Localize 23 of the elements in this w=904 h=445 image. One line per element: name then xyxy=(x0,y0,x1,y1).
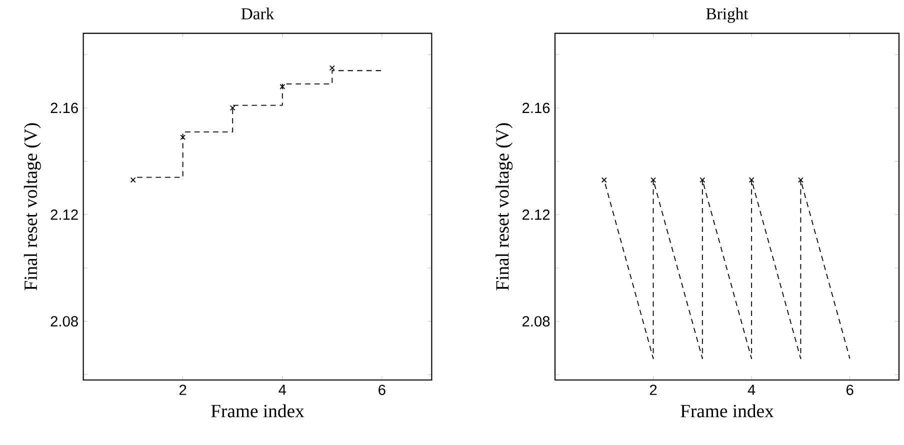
y-tick-label: 2.08 xyxy=(50,316,78,327)
y-tick-label: 2.12 xyxy=(50,210,78,220)
chart-title: Bright xyxy=(706,8,748,23)
point xyxy=(329,65,335,71)
point xyxy=(130,177,136,183)
x-tick-label: 4 xyxy=(278,384,286,395)
chart-title: Dark xyxy=(241,8,274,20)
y-tick-label: 2.16 xyxy=(50,102,78,114)
x-axis-title: Frame index xyxy=(680,404,774,418)
y-axis-title: Final reset voltage (V) xyxy=(496,123,513,290)
point xyxy=(230,105,236,111)
point xyxy=(280,84,286,90)
y-axis-title: Final reset voltage (V) xyxy=(24,123,41,290)
point xyxy=(180,134,186,140)
x-tick-label: 6 xyxy=(846,384,854,396)
y-tick-label: 2.08 xyxy=(522,316,550,327)
x-tick-label: 6 xyxy=(378,384,386,396)
y-tick-label: 2.16 xyxy=(522,102,550,114)
x-axis-title: Frame index xyxy=(211,404,304,418)
x-tick-label: 2 xyxy=(650,384,657,395)
y-tick-label: 2.12 xyxy=(522,210,550,220)
x-tick-label: 2 xyxy=(180,384,186,395)
x-tick-label: 4 xyxy=(748,384,756,395)
